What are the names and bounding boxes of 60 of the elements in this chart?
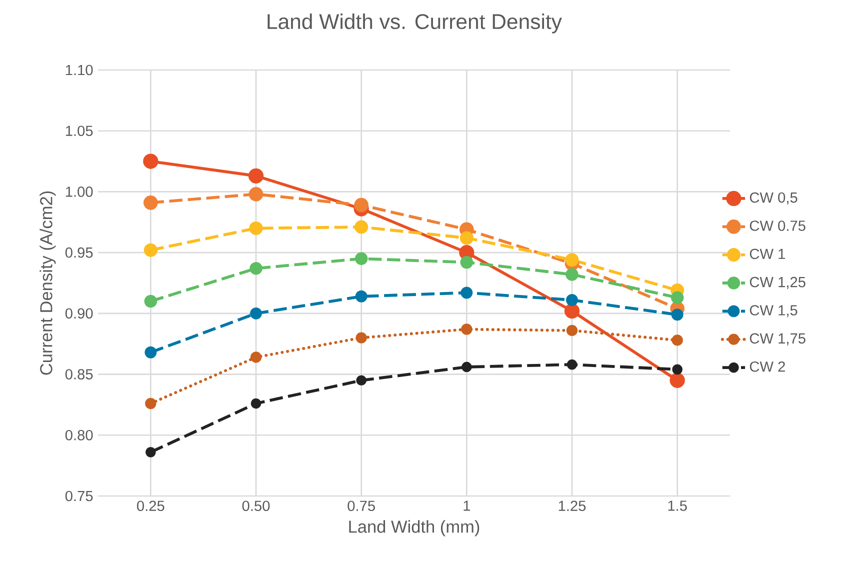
point (461, 324, 472, 335)
point (356, 332, 367, 344)
point (566, 268, 578, 281)
point (355, 290, 368, 302)
point (566, 359, 578, 370)
legend-label: CW 1,25 (750, 276, 806, 289)
x-axis-title: Land Width (mm) (349, 520, 480, 536)
x-tick-label: 1.5 (668, 500, 687, 511)
point (354, 198, 369, 212)
x-tick-label: 1.25 (558, 500, 586, 512)
y-tick-label: 1.05 (66, 126, 93, 136)
point (248, 168, 264, 184)
point (565, 253, 579, 267)
point (564, 303, 580, 319)
point (144, 346, 157, 358)
point (249, 221, 263, 235)
legend-label: CW 1,5 (750, 305, 798, 318)
x-tick-label: 0.25 (137, 500, 164, 512)
point (143, 195, 158, 210)
point (144, 243, 158, 257)
y-tick-label: 0.80 (65, 430, 93, 440)
y-tick-label: 0.85 (65, 369, 93, 380)
point (356, 375, 367, 386)
point (460, 231, 474, 245)
point (671, 308, 684, 321)
x-tick-label: 0.50 (242, 500, 270, 512)
x-tick-label: 0.75 (348, 500, 375, 512)
point (250, 352, 262, 363)
y-tick-label: 1.00 (66, 186, 93, 197)
point (144, 294, 158, 308)
point (566, 294, 578, 306)
point (145, 398, 156, 410)
legend-label: CW 0.75 (750, 220, 806, 231)
point (145, 447, 156, 458)
point (250, 398, 262, 409)
legend-label: CW 0,5 (750, 192, 798, 204)
legend-label: CW 2 (750, 361, 785, 372)
chart-title: Land Width vs. Current Density (268, 14, 562, 34)
point (670, 291, 684, 304)
point (248, 186, 264, 202)
x-tick-label: 1 (464, 500, 470, 511)
y-axis-title: Current Density (A/cm2) (40, 191, 56, 375)
legend-label: CW 1,75 (750, 333, 806, 346)
point (670, 372, 685, 388)
y-tick-label: 0.95 (65, 247, 93, 258)
y-tick-label: 0.75 (65, 490, 93, 502)
point (566, 324, 578, 336)
point (250, 307, 262, 320)
point (250, 262, 262, 275)
legend-label: CW 1 (750, 248, 785, 260)
point (143, 154, 158, 169)
point (672, 334, 683, 346)
point (354, 252, 368, 266)
point (460, 256, 474, 269)
y-tick-label: 0.90 (65, 308, 93, 319)
point (460, 286, 473, 299)
point (461, 362, 472, 372)
y-tick-label: 1.10 (66, 64, 93, 76)
point (354, 220, 368, 234)
point (672, 364, 683, 375)
